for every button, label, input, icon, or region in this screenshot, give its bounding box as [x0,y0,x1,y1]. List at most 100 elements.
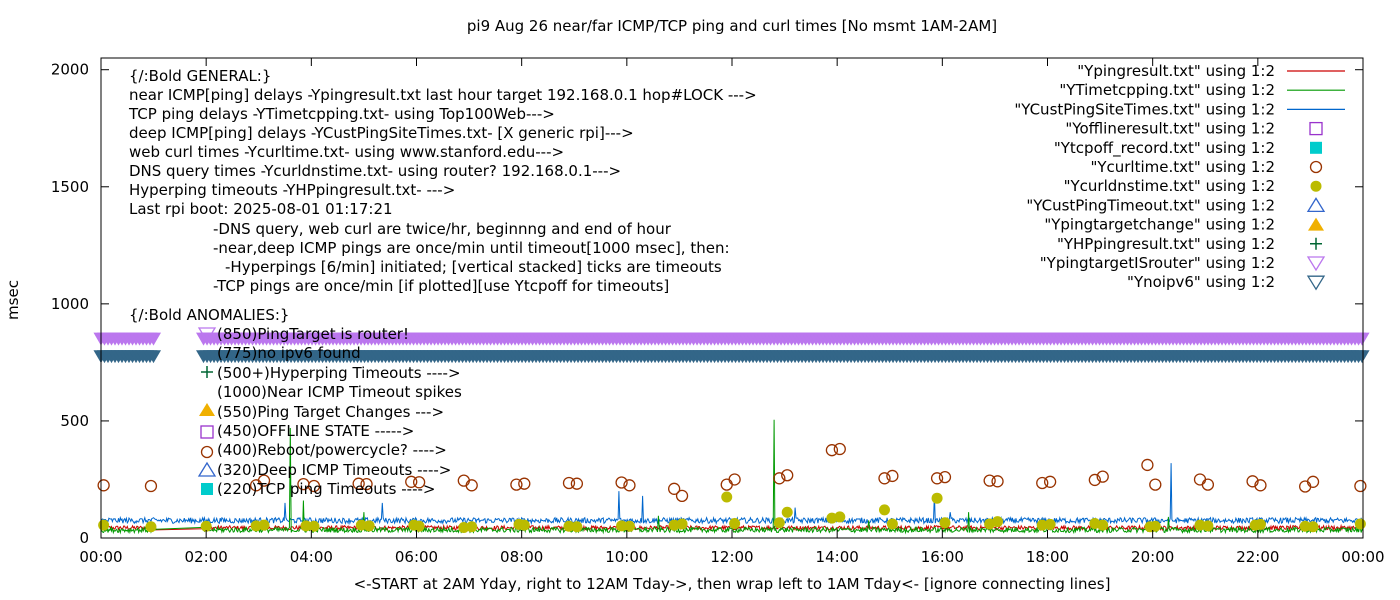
y-tick-label: 2000 [51,61,89,79]
legend-swatch [1306,197,1326,213]
dns-time-point [1097,519,1109,531]
annotation-line: Hyperping timeouts -YHPpingresult.txt- -… [129,181,455,199]
legend-label: "YpingtargetISrouter" using 1:2 [1040,254,1275,272]
dns-time-point [355,519,367,531]
legend-swatch [1310,141,1322,154]
anomaly-offline-marker [200,425,214,439]
anomaly-router-marker [197,327,217,343]
x-tick-label: 12:00 [710,548,753,566]
curl-time-point [675,489,689,503]
dns-time-point [878,504,890,516]
curl-time-point [878,472,891,485]
annotation-line: near ICMP[ping] delays -Ypingresult.txt … [129,86,757,104]
curl-time-point [773,472,786,485]
y-tick-label: 0 [79,529,89,547]
dns-time-point [939,517,951,529]
dns-time-point [721,491,733,503]
legend-label: "Ycurltime.txt" using 1:2 [1090,158,1275,176]
curl-time-point [938,470,952,484]
legend-swatch [1309,160,1323,174]
annotation-line: DNS query times -Ycurldnstime.txt- using… [129,162,621,180]
annotation-line: deep ICMP[ping] delays -YCustPingSiteTim… [129,124,634,142]
dns-time-point [1299,520,1311,532]
legend-label: "Ynoipv6" using 1:2 [1127,273,1275,291]
x-tick-label: 16:00 [921,548,964,566]
curl-time-point [1246,475,1259,488]
curl-time-point [1088,473,1101,487]
curl-time-point [97,479,110,492]
curl-time-point [412,476,426,489]
series-curl-times [97,442,1367,503]
curl-time-point [1254,479,1267,492]
plot-area [93,332,1370,535]
dns-time-point [1202,520,1214,532]
curl-time-point [886,469,899,483]
legend-swatch [1309,121,1323,136]
annotation-line: {/:Bold ANOMALIES:} [129,306,289,324]
curl-time-point [728,473,741,486]
annotation-line: (775)no ipv6 found [217,344,361,362]
anomaly-deep-icmp-marker [197,461,217,477]
curl-time-point [1354,479,1367,493]
legend-swatch [1306,275,1326,291]
dns-time-point [1354,518,1366,530]
band-ping-target-is-router-mark [145,332,162,346]
legend-swatch [1310,237,1322,250]
band-ping-target-is-router [93,332,1370,346]
dns-time-point [563,520,575,532]
annotation-line: (1000)Near ICMP Timeout spikes [217,383,462,401]
dns-time-point [1254,518,1266,530]
dns-time-point [834,511,846,523]
y-axis-label: msec [4,280,22,320]
curl-time-point [1299,480,1312,493]
curl-time-point [257,474,271,487]
anomaly-hyperping-marker [201,366,213,378]
curl-time-point [1096,470,1109,483]
dns-time-point [466,521,478,533]
curl-time-point [825,444,839,457]
annotation-line: (850)PingTarget is router! [217,325,409,343]
curl-time-point [1043,475,1057,488]
x-tick-label: 06:00 [395,548,438,566]
dns-time-point [571,521,583,533]
curl-time-point [405,475,418,488]
curl-time-point [930,472,944,485]
x-tick-label: 04:00 [290,548,333,566]
dns-time-point [200,520,212,532]
annotation-line: Last rpi boot: 2025-08-01 01:17:21 [129,200,393,218]
annotation-line: (320)Deep ICMP Timeouts ----> [217,461,451,479]
curl-time-point [307,479,321,493]
x-tick-label: 02:00 [185,548,228,566]
curl-time-point [720,478,733,491]
annotation-line: (400)Reboot/powercycle? ----> [217,441,447,459]
curl-time-point [465,479,478,492]
dns-time-point [616,520,628,532]
curl-time-point [1036,476,1049,490]
curl-time-point [457,474,470,487]
annotation-line: (220)TCP ping Timeouts ----> [217,480,435,498]
curl-time-point [360,477,373,491]
curl-time-point [1193,473,1207,486]
curl-time-point [510,478,523,491]
legend-label: "Yofflineresult.txt" using 1:2 [1065,120,1275,138]
series-dns-times [98,491,1366,533]
dns-time-point [1036,519,1048,531]
curl-time-point [144,479,158,493]
legend-label: "YTimetcpping.txt" using 1:2 [1059,81,1275,99]
dns-time-point [250,520,262,532]
curl-time-point [833,442,846,456]
annotation-line: {/:Bold GENERAL:} [129,67,271,85]
dns-time-point [98,519,110,531]
anomaly-target-change-marker [199,403,215,416]
dns-time-point [773,517,785,529]
anomaly-reboot-marker [200,445,214,459]
curl-time-point [570,477,584,490]
annotations: {/:Bold GENERAL:}near ICMP[ping] delays … [128,67,757,498]
y-tick-label: 1000 [51,295,89,313]
y-tick-label: 500 [60,412,89,430]
dns-time-point [413,520,425,532]
legend-label: "YHPpingresult.txt" using 1:2 [1057,235,1275,253]
x-tick-label: 22:00 [1236,548,1279,566]
anomaly-tcp-timeout-marker [201,483,213,495]
dns-time-point [623,520,635,532]
